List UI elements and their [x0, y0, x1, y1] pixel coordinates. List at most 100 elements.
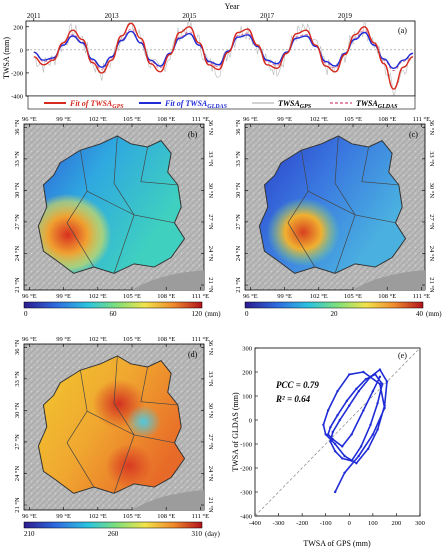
colorbar-tick-label: 260	[108, 530, 119, 538]
panel-e-label: (e)	[398, 351, 407, 360]
lon-tick-label: 111 °E	[413, 293, 430, 300]
top-tick-label: 2019	[338, 12, 353, 20]
lat-tick-label: 21 °N	[428, 277, 435, 293]
legend-fit-gps-label: Fit of TWSAGPS	[69, 99, 124, 110]
scatter-point	[371, 390, 375, 393]
panel-b-map: 96 °E 96 °E 99 °E 99 °E 102 °E 102 °E 105 °E 10…	[14, 116, 221, 318]
lon-tick-label: 99 °E	[277, 116, 292, 123]
scatter-point	[350, 433, 353, 436]
top-axis-title: Year	[225, 2, 240, 11]
scatter-point	[364, 378, 367, 381]
fit-gps-line	[33, 22, 414, 90]
province-boundaries	[66, 355, 178, 494]
lon-tick-label: 105 °E	[344, 116, 362, 123]
x-tick-label: 0	[348, 520, 351, 527]
top-tick-label: 2013	[105, 12, 120, 20]
lon-tick-label: 96 °E	[22, 513, 37, 520]
scatter-point	[338, 418, 342, 422]
scatter-point	[359, 445, 363, 448]
lon-tick-label: 108 °E	[157, 293, 175, 300]
colorbar	[23, 301, 203, 309]
legend: Fit of TWSAGPS Fit of TWSAGLDAS TWSAGPS …	[27, 95, 416, 110]
lat-tick-label: 27 °N	[235, 214, 242, 230]
top-tick-label: 2011	[27, 12, 41, 20]
lon-tick-label: 111 °E	[192, 513, 209, 520]
lon-tick-label: 96 °E	[243, 116, 258, 123]
colorbar-tick-label: 310	[192, 530, 203, 538]
scatter-point	[383, 404, 386, 407]
y-tick-label: -400	[240, 514, 252, 521]
lon-tick-label: 102 °E	[310, 293, 328, 300]
lat-tick-label: 33 °N	[235, 151, 242, 167]
colorbar	[244, 301, 424, 309]
lat-tick-label: 33 °N	[428, 151, 435, 167]
colorbar-tick-label: 0	[245, 310, 249, 318]
study-region	[38, 356, 184, 493]
scatter-x-label: TWSA of GPS (mm)	[303, 539, 371, 548]
lat-tick-label: 36 °N	[207, 120, 214, 136]
y-tick-label: 100	[242, 394, 252, 401]
lat-tick-label: 36 °N	[207, 340, 214, 356]
legend-twsa-gps-label: TWSAGPS	[278, 99, 312, 110]
colorbar-tick-label: 210	[24, 530, 35, 538]
colorbar	[23, 521, 203, 529]
scatter-point	[336, 390, 339, 393]
lon-tick-label: 111 °E	[192, 336, 209, 343]
y-tick-label: 0	[20, 47, 23, 54]
sea-area	[353, 270, 425, 290]
scatter-point	[385, 380, 389, 383]
study-region	[38, 136, 184, 273]
panel-b-label: (b)	[188, 130, 198, 139]
lat-tick-label: 24 °N	[428, 246, 435, 262]
scatter-point	[324, 433, 327, 436]
x-tick-label: 300	[415, 520, 425, 527]
y-axis-label: TWSA (mm)	[2, 37, 11, 79]
panel-d-map: 96 °E 96 °E 99 °E 99 °E 102 °E 102 °E 105 °E 10…	[14, 336, 220, 538]
y-tick-label: 200	[242, 370, 252, 377]
legend-twsa-gps-sub: GPS	[300, 104, 312, 110]
top-axis-ticks: 2011 2013 2015 2017 2019	[27, 12, 353, 21]
scatter-point	[333, 442, 337, 446]
study-region	[259, 136, 405, 273]
x-tick-label: -400	[249, 520, 261, 527]
y-tick-label: -300	[240, 490, 252, 497]
top-tick-label: 2017	[260, 12, 275, 20]
lon-tick-label: 105 °E	[344, 293, 362, 300]
lon-tick-label: 108 °E	[378, 293, 396, 300]
lon-tick-label: 102 °E	[89, 293, 107, 300]
scatter-point	[331, 430, 334, 434]
scatter-point	[345, 399, 349, 402]
lon-tick-label: 102 °E	[310, 116, 328, 123]
lon-tick-label: 99 °E	[56, 336, 71, 343]
lon-tick-label: 102 °E	[89, 116, 107, 123]
lat-tick-label: 24 °N	[235, 245, 242, 261]
map-panels: 96 °E 96 °E 99 °E 99 °E 102 °E 102 °E 105 °E 10…	[14, 116, 442, 538]
scatter-point	[326, 433, 330, 436]
scatter-point	[374, 373, 377, 376]
legend-fit-gldas-sub: GLDAS	[207, 104, 227, 110]
lat-tick-label: 30 °N	[235, 182, 242, 198]
lon-tick-label: 108 °E	[157, 336, 175, 343]
lon-tick-label: 111 °E	[413, 116, 430, 123]
x-tick-label: -300	[273, 520, 285, 527]
lon-tick-label: 99 °E	[56, 116, 71, 123]
scatter-point	[369, 423, 372, 426]
lat-tick-label: 33 °N	[14, 371, 21, 387]
lat-tick-label: 27 °N	[14, 434, 21, 450]
colorbar-tick-label: 120	[192, 310, 203, 318]
y-tick-label: -100	[240, 442, 252, 449]
scatter-point	[357, 390, 360, 393]
raw-twsa-series	[33, 21, 414, 96]
lon-tick-label: 105 °E	[123, 513, 141, 520]
scatter-point	[362, 370, 365, 374]
lat-tick-label: 24 °N	[14, 245, 21, 261]
lat-tick-label: 30 °N	[428, 183, 435, 199]
legend-twsa-gldas-label: TWSAGLDAS	[356, 99, 398, 110]
lon-tick-label: 105 °E	[123, 116, 141, 123]
legend-twsa-gldas-sub: GLDAS	[378, 104, 398, 110]
lon-tick-label: 99 °E	[277, 293, 292, 300]
lat-tick-label: 30 °N	[207, 183, 214, 199]
lon-tick-label: 111 °E	[192, 116, 209, 123]
panel-c-map: 96 °E 96 °E 99 °E 99 °E 102 °E 102 °E 105 °E 10…	[235, 116, 442, 318]
lon-tick-label: 108 °E	[157, 116, 175, 123]
